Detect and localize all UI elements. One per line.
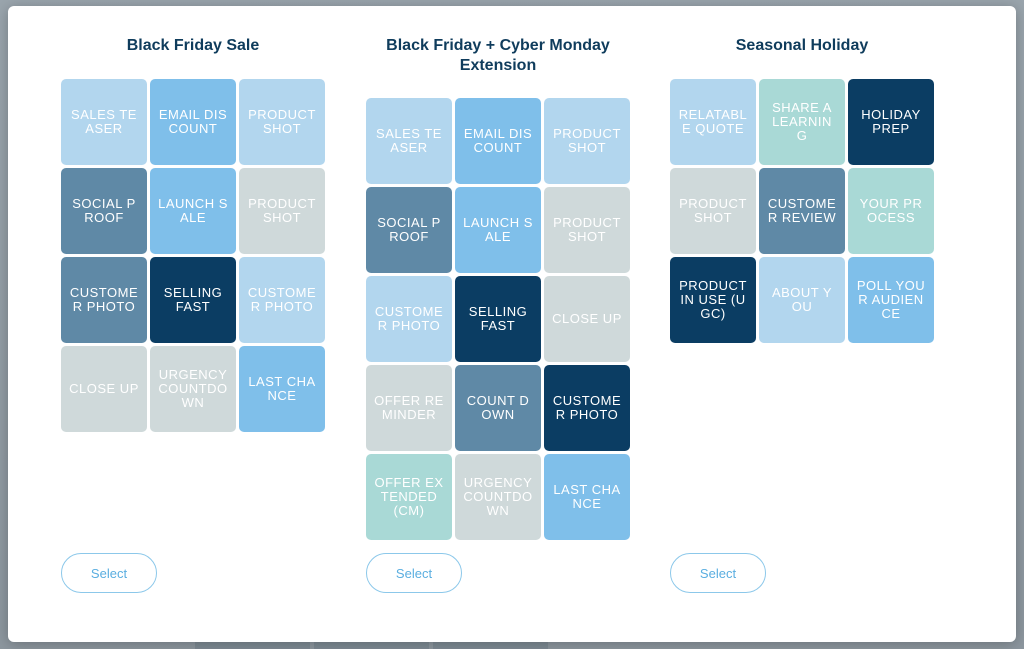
content-tile[interactable]: RELATABLE QUOTE: [670, 79, 756, 165]
content-tile[interactable]: POLL YOUR AUDIENCE: [848, 257, 934, 343]
background-tile: [314, 640, 429, 649]
content-tile[interactable]: URGENCY COUNTDOWN: [150, 346, 236, 432]
select-button[interactable]: Select: [366, 553, 462, 593]
content-tile[interactable]: SALES TEASER: [61, 79, 147, 165]
content-tile[interactable]: EMAIL DISCOUNT: [455, 98, 541, 184]
content-tile[interactable]: LAST CHANCE: [239, 346, 325, 432]
content-tile[interactable]: OFFER REMINDER: [366, 365, 452, 451]
template-picker-modal: Black Friday Sale SALES TEASER EMAIL DISC…: [8, 6, 1016, 642]
content-tile[interactable]: PRODUCT SHOT: [239, 79, 325, 165]
content-tile[interactable]: SOCIAL PROOF: [366, 187, 452, 273]
content-tile[interactable]: HOLIDAY PREP: [848, 79, 934, 165]
template-title: Black Friday Sale: [126, 37, 260, 54]
content-tile[interactable]: CUSTOMER PHOTO: [239, 257, 325, 343]
content-tile[interactable]: CUSTOMER PHOTO: [61, 257, 147, 343]
content-tile[interactable]: PRODUCT SHOT: [544, 187, 630, 273]
content-tile[interactable]: COUNT DOWN: [455, 365, 541, 451]
content-tile[interactable]: CLOSE UP: [61, 346, 147, 432]
content-tile[interactable]: PRODUCT IN USE (UGC): [670, 257, 756, 343]
content-tile[interactable]: CLOSE UP: [544, 276, 630, 362]
tile-grid: RELATABLE QUOTE SHARE A LEARNING HOLIDAY P…: [670, 79, 934, 343]
content-tile[interactable]: LAUNCH SALE: [455, 187, 541, 273]
content-tile[interactable]: URGENCY COUNTDOWN: [455, 454, 541, 540]
content-tile[interactable]: OFFER EXTENDED (CM): [366, 454, 452, 540]
background-tile: [195, 640, 310, 649]
content-tile[interactable]: ABOUT YOU: [759, 257, 845, 343]
content-tile[interactable]: PRODUCT SHOT: [670, 168, 756, 254]
content-tile[interactable]: CUSTOMER REVIEW: [759, 168, 845, 254]
content-tile[interactable]: LAST CHANCE: [544, 454, 630, 540]
content-tile[interactable]: CUSTOMER PHOTO: [366, 276, 452, 362]
content-tile[interactable]: SELLING FAST: [150, 257, 236, 343]
content-tile[interactable]: EMAIL DISCOUNT: [150, 79, 236, 165]
template-title: Seasonal Holiday: [735, 37, 869, 54]
content-tile[interactable]: SALES TEASER: [366, 98, 452, 184]
tile-grid: SALES TEASER EMAIL DISCOUNT PRODUCT SHOT SO…: [61, 79, 325, 432]
content-tile[interactable]: SELLING FAST: [455, 276, 541, 362]
content-tile[interactable]: SOCIAL PROOF: [61, 168, 147, 254]
background-tile: [433, 640, 548, 649]
content-tile[interactable]: CUSTOMER PHOTO: [544, 365, 630, 451]
template-title: Black Friday + Cyber Monday Extension: [386, 37, 610, 74]
select-button[interactable]: Select: [61, 553, 157, 593]
tile-grid: SALES TEASER EMAIL DISCOUNT PRODUCT SHOT SO…: [366, 98, 630, 540]
select-button[interactable]: Select: [670, 553, 766, 593]
content-tile[interactable]: PRODUCT SHOT: [544, 98, 630, 184]
content-tile[interactable]: LAUNCH SALE: [150, 168, 236, 254]
content-tile[interactable]: SHARE A LEARNING: [759, 79, 845, 165]
content-tile[interactable]: YOUR PROCESS: [848, 168, 934, 254]
content-tile[interactable]: PRODUCT SHOT: [239, 168, 325, 254]
